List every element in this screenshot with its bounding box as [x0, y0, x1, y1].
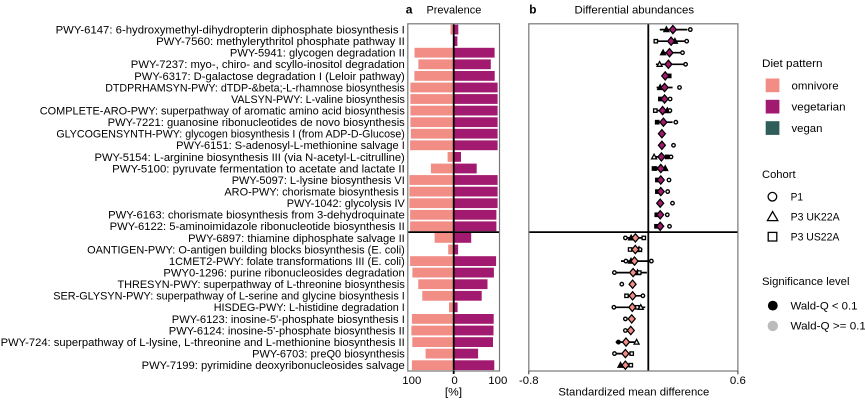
svg-text:P3 US22A: P3 US22A — [791, 232, 840, 244]
svg-text:PWY-724: superpathway of L-lys: PWY-724: superpathway of L-lysine, L-thr… — [1, 337, 405, 349]
svg-text:Wald-Q < 0.1: Wald-Q < 0.1 — [791, 300, 858, 312]
svg-text:PWY-6163: chorismate biosynthe: PWY-6163: chorismate biosynthesis from 3… — [108, 210, 405, 222]
svg-text:Significance level: Significance level — [762, 276, 850, 288]
svg-text:OANTIGEN-PWY: O-antigen buildi: OANTIGEN-PWY: O-antigen building blocks … — [87, 244, 405, 256]
svg-text:PWY-7199: pyrimidine deoxyribo: PWY-7199: pyrimidine deoxyribonucleoside… — [142, 360, 405, 372]
svg-text:-0.8: -0.8 — [519, 375, 539, 387]
svg-text:PWY-7560: methylerythritol pho: PWY-7560: methylerythritol phosphate pat… — [156, 36, 405, 48]
svg-text:PWY-6151: S-adenosyl-L-methion: PWY-6151: S-adenosyl-L-methionine salvag… — [176, 140, 405, 152]
svg-text:PWY-6703: preQ0 biosynthesis: PWY-6703: preQ0 biosynthesis — [252, 349, 405, 361]
svg-text:Prevalence: Prevalence — [426, 5, 481, 17]
svg-text:DTDPRHAMSYN-PWY: dTDP-&beta;-L: DTDPRHAMSYN-PWY: dTDP-&beta;-L-rhamnose … — [105, 82, 405, 94]
svg-text:PWY-5097: L-lysine biosynthesi: PWY-5097: L-lysine biosynthesis VI — [232, 175, 405, 187]
svg-text:PWY-6123: inosine-5'-phosphate: PWY-6123: inosine-5'-phosphate biosynthe… — [172, 314, 405, 326]
svg-text:PWY-6122: 5-aminoimidazole rib: PWY-6122: 5-aminoimidazole ribonucleotid… — [110, 221, 405, 233]
svg-text:PWY-5941: glycogen degradation: PWY-5941: glycogen degradation II — [230, 48, 405, 60]
svg-text:PWY-7221: guanosine ribonucleo: PWY-7221: guanosine ribonucleotides de n… — [108, 117, 406, 129]
svg-text:Differential abundances: Differential abundances — [575, 5, 695, 17]
svg-text:Cohort: Cohort — [762, 169, 796, 181]
svg-text:P3 UK22A: P3 UK22A — [791, 212, 841, 224]
svg-text:THRESYN-PWY: superpathway of L: THRESYN-PWY: superpathway of L-threonine… — [118, 279, 406, 291]
svg-text:100: 100 — [402, 375, 421, 387]
svg-text:100: 100 — [488, 375, 507, 387]
svg-text:HISDEG-PWY: L-histidine degrad: HISDEG-PWY: L-histidine degradation I — [214, 302, 405, 314]
svg-text:[%]: [%] — [445, 386, 462, 398]
svg-text:SER-GLYSYN-PWY: superpathway o: SER-GLYSYN-PWY: superpathway of L-serine… — [53, 291, 405, 303]
svg-text:GLYCOGENSYNTH-PWY: glycogen bi: GLYCOGENSYNTH-PWY: glycogen biosynthesis… — [56, 129, 404, 141]
svg-text:Diet pattern: Diet pattern — [762, 58, 823, 70]
svg-text:Standardized mean difference: Standardized mean difference — [558, 386, 709, 398]
svg-text:PWY0-1296: purine ribonucleosi: PWY0-1296: purine ribonucleosides degrad… — [163, 268, 404, 280]
svg-text:Wald-Q >= 0.1: Wald-Q >= 0.1 — [791, 321, 865, 333]
svg-text:PWY-6897: thiamine diphosphate: PWY-6897: thiamine diphosphate salvage I… — [188, 233, 405, 245]
svg-text:PWY-7237: myo-, chiro- and scy: PWY-7237: myo-, chiro- and scyllo-inosit… — [131, 59, 405, 71]
svg-text:vegetarian: vegetarian — [792, 102, 846, 114]
svg-text:PWY-6147: 6-hydroxymethyl-dihy: PWY-6147: 6-hydroxymethyl-dihydropterin … — [56, 25, 405, 37]
svg-text:ARO-PWY: chorismate biosynthes: ARO-PWY: chorismate biosynthesis I — [224, 187, 404, 199]
svg-text:omnivore: omnivore — [792, 80, 839, 92]
svg-text:0: 0 — [451, 375, 457, 387]
svg-text:1CMET2-PWY: folate transformat: 1CMET2-PWY: folate transformations III (… — [169, 256, 405, 268]
svg-text:PWY-5154: L-arginine biosynthe: PWY-5154: L-arginine biosynthesis III (v… — [95, 152, 405, 164]
svg-text:b: b — [529, 2, 536, 16]
svg-text:COMPLETE-ARO-PWY: superpathway: COMPLETE-ARO-PWY: superpathway of aromat… — [40, 106, 405, 118]
svg-text:PWY-5100: pyruvate fermentatio: PWY-5100: pyruvate fermentation to aceta… — [112, 163, 405, 175]
svg-text:vegan: vegan — [792, 123, 823, 135]
svg-text:0.6: 0.6 — [730, 375, 746, 387]
svg-text:PWY-1042: glycolysis IV: PWY-1042: glycolysis IV — [287, 198, 406, 210]
svg-text:PWY-6124: inosine-5'-phosphate: PWY-6124: inosine-5'-phosphate biosynthe… — [169, 325, 405, 337]
svg-text:VALSYN-PWY: L-valine biosynthe: VALSYN-PWY: L-valine biosynthesis — [231, 94, 405, 106]
svg-text:P1: P1 — [791, 192, 803, 204]
svg-text:a: a — [406, 2, 413, 16]
svg-text:PWY-6317: D-galactose degradat: PWY-6317: D-galactose degradation I (Lel… — [134, 71, 405, 83]
